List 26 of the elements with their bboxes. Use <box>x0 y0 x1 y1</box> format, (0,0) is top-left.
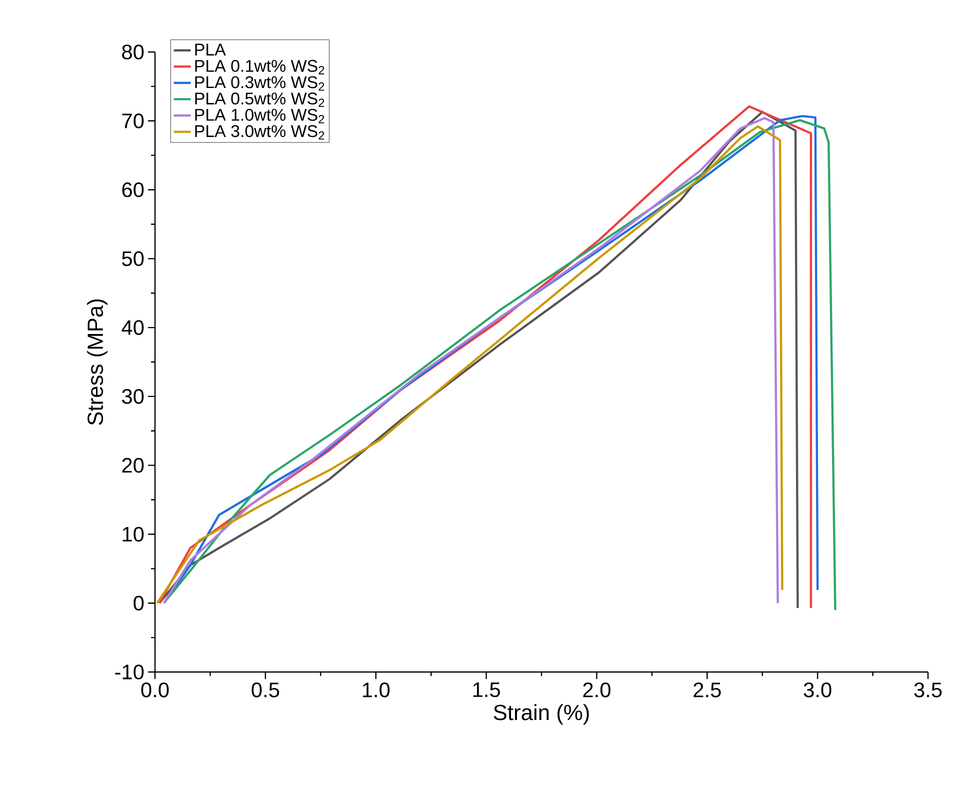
x-tick-label: 2.0 <box>583 682 610 698</box>
y-tick-label: 80 <box>122 44 144 60</box>
y-tick-label: 60 <box>122 182 144 198</box>
x-axis-title: Strain (%) <box>494 704 589 725</box>
y-tick-label: 10 <box>122 526 144 542</box>
y-tick-label: 50 <box>122 251 144 266</box>
legend-label: PLA 0.1wt% WS$_{2}$ <box>195 60 324 74</box>
legend-label: PLA 3.0wt% WS$_{2}$ <box>195 125 324 140</box>
x-tick-label: 3.5 <box>914 682 942 698</box>
y-tick-label: 20 <box>122 458 144 473</box>
x-tick-label: 1.5 <box>473 682 500 698</box>
x-tick-label: 1.0 <box>362 682 390 698</box>
y-tick-label: -10 <box>115 664 144 680</box>
x-tick-label: 0.0 <box>141 682 169 698</box>
y-tick-label: 70 <box>122 113 144 128</box>
y-tick-label: 40 <box>122 320 144 335</box>
legend-label: PLA 0.5wt% WS$_{2}$ <box>195 92 324 107</box>
legend-label: PLA 0.3wt% WS$_{2}$ <box>195 76 324 91</box>
y-axis-title: Stress (MPa) <box>86 299 108 425</box>
x-tick-label: 3.0 <box>804 682 832 698</box>
x-tick-label: 0.5 <box>252 682 280 698</box>
legend-label: PLA <box>195 44 226 56</box>
y-tick-label: 30 <box>122 389 144 404</box>
x-tick-label: 2.5 <box>694 682 721 698</box>
y-tick-label: 0 <box>134 596 144 611</box>
legend-label: PLA 1.0wt% WS$_{2}$ <box>195 108 324 124</box>
